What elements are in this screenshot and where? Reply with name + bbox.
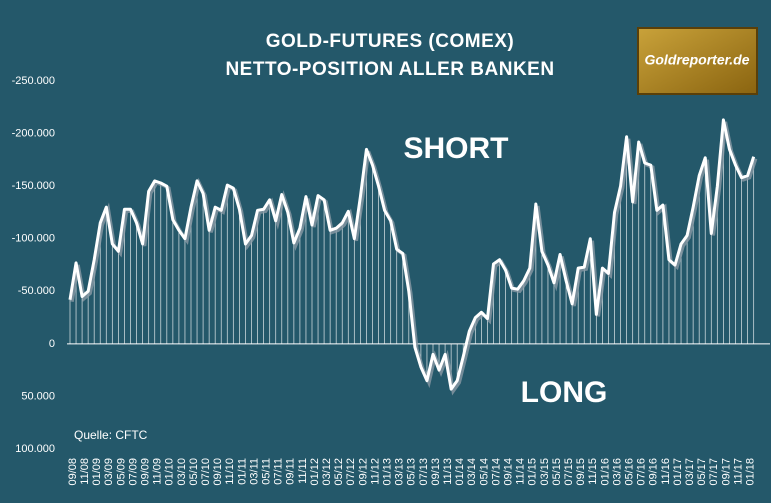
x-tick-label: 11/10 bbox=[224, 458, 236, 485]
logo-box bbox=[637, 27, 758, 95]
x-tick-label: 09/11 bbox=[285, 458, 297, 485]
x-tick-label: 07/09 bbox=[127, 458, 139, 486]
x-tick-label: 01/13 bbox=[382, 458, 394, 486]
x-tick-label: 05/14 bbox=[478, 458, 490, 486]
y-tick-label: 100.000 bbox=[15, 443, 55, 455]
x-tick-label: 03/11 bbox=[248, 458, 260, 485]
x-tick-label: 03/15 bbox=[539, 458, 551, 486]
x-tick-label: 07/15 bbox=[563, 458, 575, 486]
annotation: LONG bbox=[521, 376, 608, 409]
x-tick-label: 01/11 bbox=[236, 458, 248, 485]
x-tick-label: 11/13 bbox=[442, 458, 454, 485]
y-tick-label: -100.000 bbox=[12, 233, 55, 245]
x-tick-label: 09/17 bbox=[720, 458, 732, 486]
x-tick-label: 01/15 bbox=[527, 458, 539, 486]
x-tick-label: 11/15 bbox=[587, 458, 599, 485]
x-tick-label: 03/12 bbox=[321, 458, 333, 486]
x-tick-label: 01/12 bbox=[309, 458, 321, 486]
x-tick-label: 03/14 bbox=[466, 458, 478, 486]
x-tick-label: 09/09 bbox=[140, 458, 152, 486]
x-tick-label: 05/16 bbox=[624, 458, 636, 486]
x-tick-label: 03/09 bbox=[103, 458, 115, 486]
source-note: Quelle: CFTC bbox=[74, 428, 148, 442]
x-tick-label: 03/10 bbox=[176, 458, 188, 486]
x-tick-label: 07/13 bbox=[418, 458, 430, 486]
x-tick-label: 07/12 bbox=[345, 458, 357, 486]
y-tick-label: 0 bbox=[49, 338, 55, 350]
x-tick-label: 11/08 bbox=[79, 458, 91, 485]
x-tick-label: 01/14 bbox=[454, 458, 466, 486]
x-tick-label: 09/16 bbox=[648, 458, 660, 486]
y-tick-label: 50.000 bbox=[21, 390, 55, 402]
x-tick-label: 11/09 bbox=[152, 458, 164, 485]
x-tick-label: 09/10 bbox=[212, 458, 224, 486]
x-tick-label: 05/17 bbox=[696, 458, 708, 486]
x-tick-label: 03/16 bbox=[611, 458, 623, 486]
y-tick-label: -150.000 bbox=[12, 180, 55, 192]
y-tick-label: -200.000 bbox=[12, 127, 55, 139]
x-tick-label: 11/16 bbox=[660, 458, 672, 485]
x-tick-label: 01/17 bbox=[672, 458, 684, 486]
x-tick-label: 01/09 bbox=[91, 458, 103, 486]
x-tick-label: 07/16 bbox=[636, 458, 648, 486]
x-tick-label: 07/14 bbox=[490, 458, 502, 486]
x-tick-label: 07/10 bbox=[200, 458, 212, 486]
y-tick-label: -250.000 bbox=[12, 75, 55, 87]
x-tick-label: 05/15 bbox=[551, 458, 563, 486]
logo: Goldreporter.de bbox=[644, 52, 749, 68]
x-tick-label: 07/17 bbox=[708, 458, 720, 486]
x-tick-label: 07/11 bbox=[273, 458, 285, 485]
annotation: SHORT bbox=[404, 132, 509, 165]
line bbox=[68, 118, 756, 391]
chart-subtitle: NETTO-POSITION ALLER BANKEN bbox=[225, 59, 554, 80]
x-tick-label: 11/12 bbox=[369, 458, 381, 485]
x-tick-label: 11/14 bbox=[515, 458, 527, 485]
chart-title: GOLD-FUTURES (COMEX) bbox=[266, 31, 515, 52]
x-tick-label: 11/17 bbox=[732, 458, 744, 485]
x-tick-label: 11/11 bbox=[297, 458, 309, 484]
x-tick-label: 09/14 bbox=[503, 458, 515, 486]
x-tick-label: 01/18 bbox=[745, 458, 757, 486]
x-tick-label: 09/12 bbox=[357, 458, 369, 486]
x-tick-label: 05/13 bbox=[406, 458, 418, 486]
x-tick-label: 05/11 bbox=[261, 458, 273, 485]
x-tick-label: 01/16 bbox=[599, 458, 611, 486]
x-tick-label: 05/10 bbox=[188, 458, 200, 486]
x-tick-label: 05/09 bbox=[115, 458, 127, 486]
x-tick-label: 03/17 bbox=[684, 458, 696, 486]
x-tick-label: 03/13 bbox=[394, 458, 406, 486]
x-tick-label: 09/13 bbox=[430, 458, 442, 486]
x-tick-label: 05/12 bbox=[333, 458, 345, 486]
y-tick-label: -50.000 bbox=[18, 285, 55, 297]
x-tick-label: 09/08 bbox=[67, 458, 79, 486]
x-tick-label: 09/15 bbox=[575, 458, 587, 486]
x-tick-label: 01/10 bbox=[164, 458, 176, 486]
